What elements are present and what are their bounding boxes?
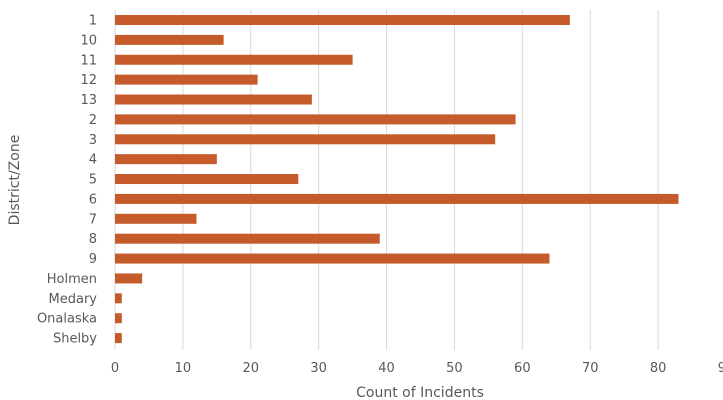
y-tick-label: 13 (80, 93, 97, 108)
bar (115, 233, 380, 244)
y-tick-label: Medary (49, 292, 98, 307)
y-tick-label: 1 (89, 14, 97, 29)
bar (115, 253, 550, 264)
x-tick-label: 80 (650, 361, 667, 376)
y-tick-label: 5 (89, 173, 97, 188)
y-tick-label: 6 (89, 192, 97, 207)
x-tick-labels: 0 10 20 30 40 50 60 70 80 90 (111, 361, 723, 376)
y-tick-label: Holmen (47, 272, 97, 287)
x-tick-label: 0 (111, 361, 119, 376)
y-tick-label: 11 (80, 53, 97, 68)
y-tick-label: 2 (89, 113, 97, 128)
x-axis-title: Count of Incidents (356, 385, 484, 400)
y-tick-label: 4 (89, 153, 97, 168)
bar (115, 74, 258, 85)
bar (115, 114, 516, 125)
y-tick-label: 8 (89, 232, 97, 247)
bar (115, 34, 224, 45)
y-tick-label: Onalaska (37, 312, 97, 327)
y-tick-label: 12 (80, 73, 97, 88)
y-tick-label: 10 (80, 33, 97, 48)
bars (115, 15, 679, 344)
x-tick-label: 20 (243, 361, 260, 376)
y-tick-label: 7 (89, 212, 97, 227)
bar (115, 94, 312, 105)
bar (115, 154, 217, 165)
x-tick-label: 60 (514, 361, 531, 376)
bar (115, 273, 143, 284)
bar (115, 293, 122, 304)
bar (115, 15, 570, 25)
y-axis-title: District/Zone (7, 135, 23, 226)
x-tick-label: 10 (175, 361, 192, 376)
bar (115, 174, 299, 185)
bar (115, 213, 197, 224)
bar (115, 134, 496, 145)
gridlines (114, 10, 659, 350)
y-tick-labels: 1 10 11 12 13 2 3 4 5 6 7 8 9 Holmen Medary Onalaska She… (37, 14, 97, 347)
y-tick-label: Shelby (53, 332, 97, 347)
bar (115, 193, 679, 204)
x-tick-label: 70 (582, 361, 599, 376)
x-tick-label: 50 (446, 361, 463, 376)
bar (115, 313, 122, 324)
x-tick-label: 40 (378, 361, 395, 376)
x-tick-label: 30 (310, 361, 327, 376)
y-tick-label: 9 (89, 252, 97, 267)
bar (115, 333, 122, 344)
y-tick-label: 3 (89, 133, 97, 148)
bar (115, 54, 353, 65)
x-tick-label: 90 (718, 361, 723, 376)
